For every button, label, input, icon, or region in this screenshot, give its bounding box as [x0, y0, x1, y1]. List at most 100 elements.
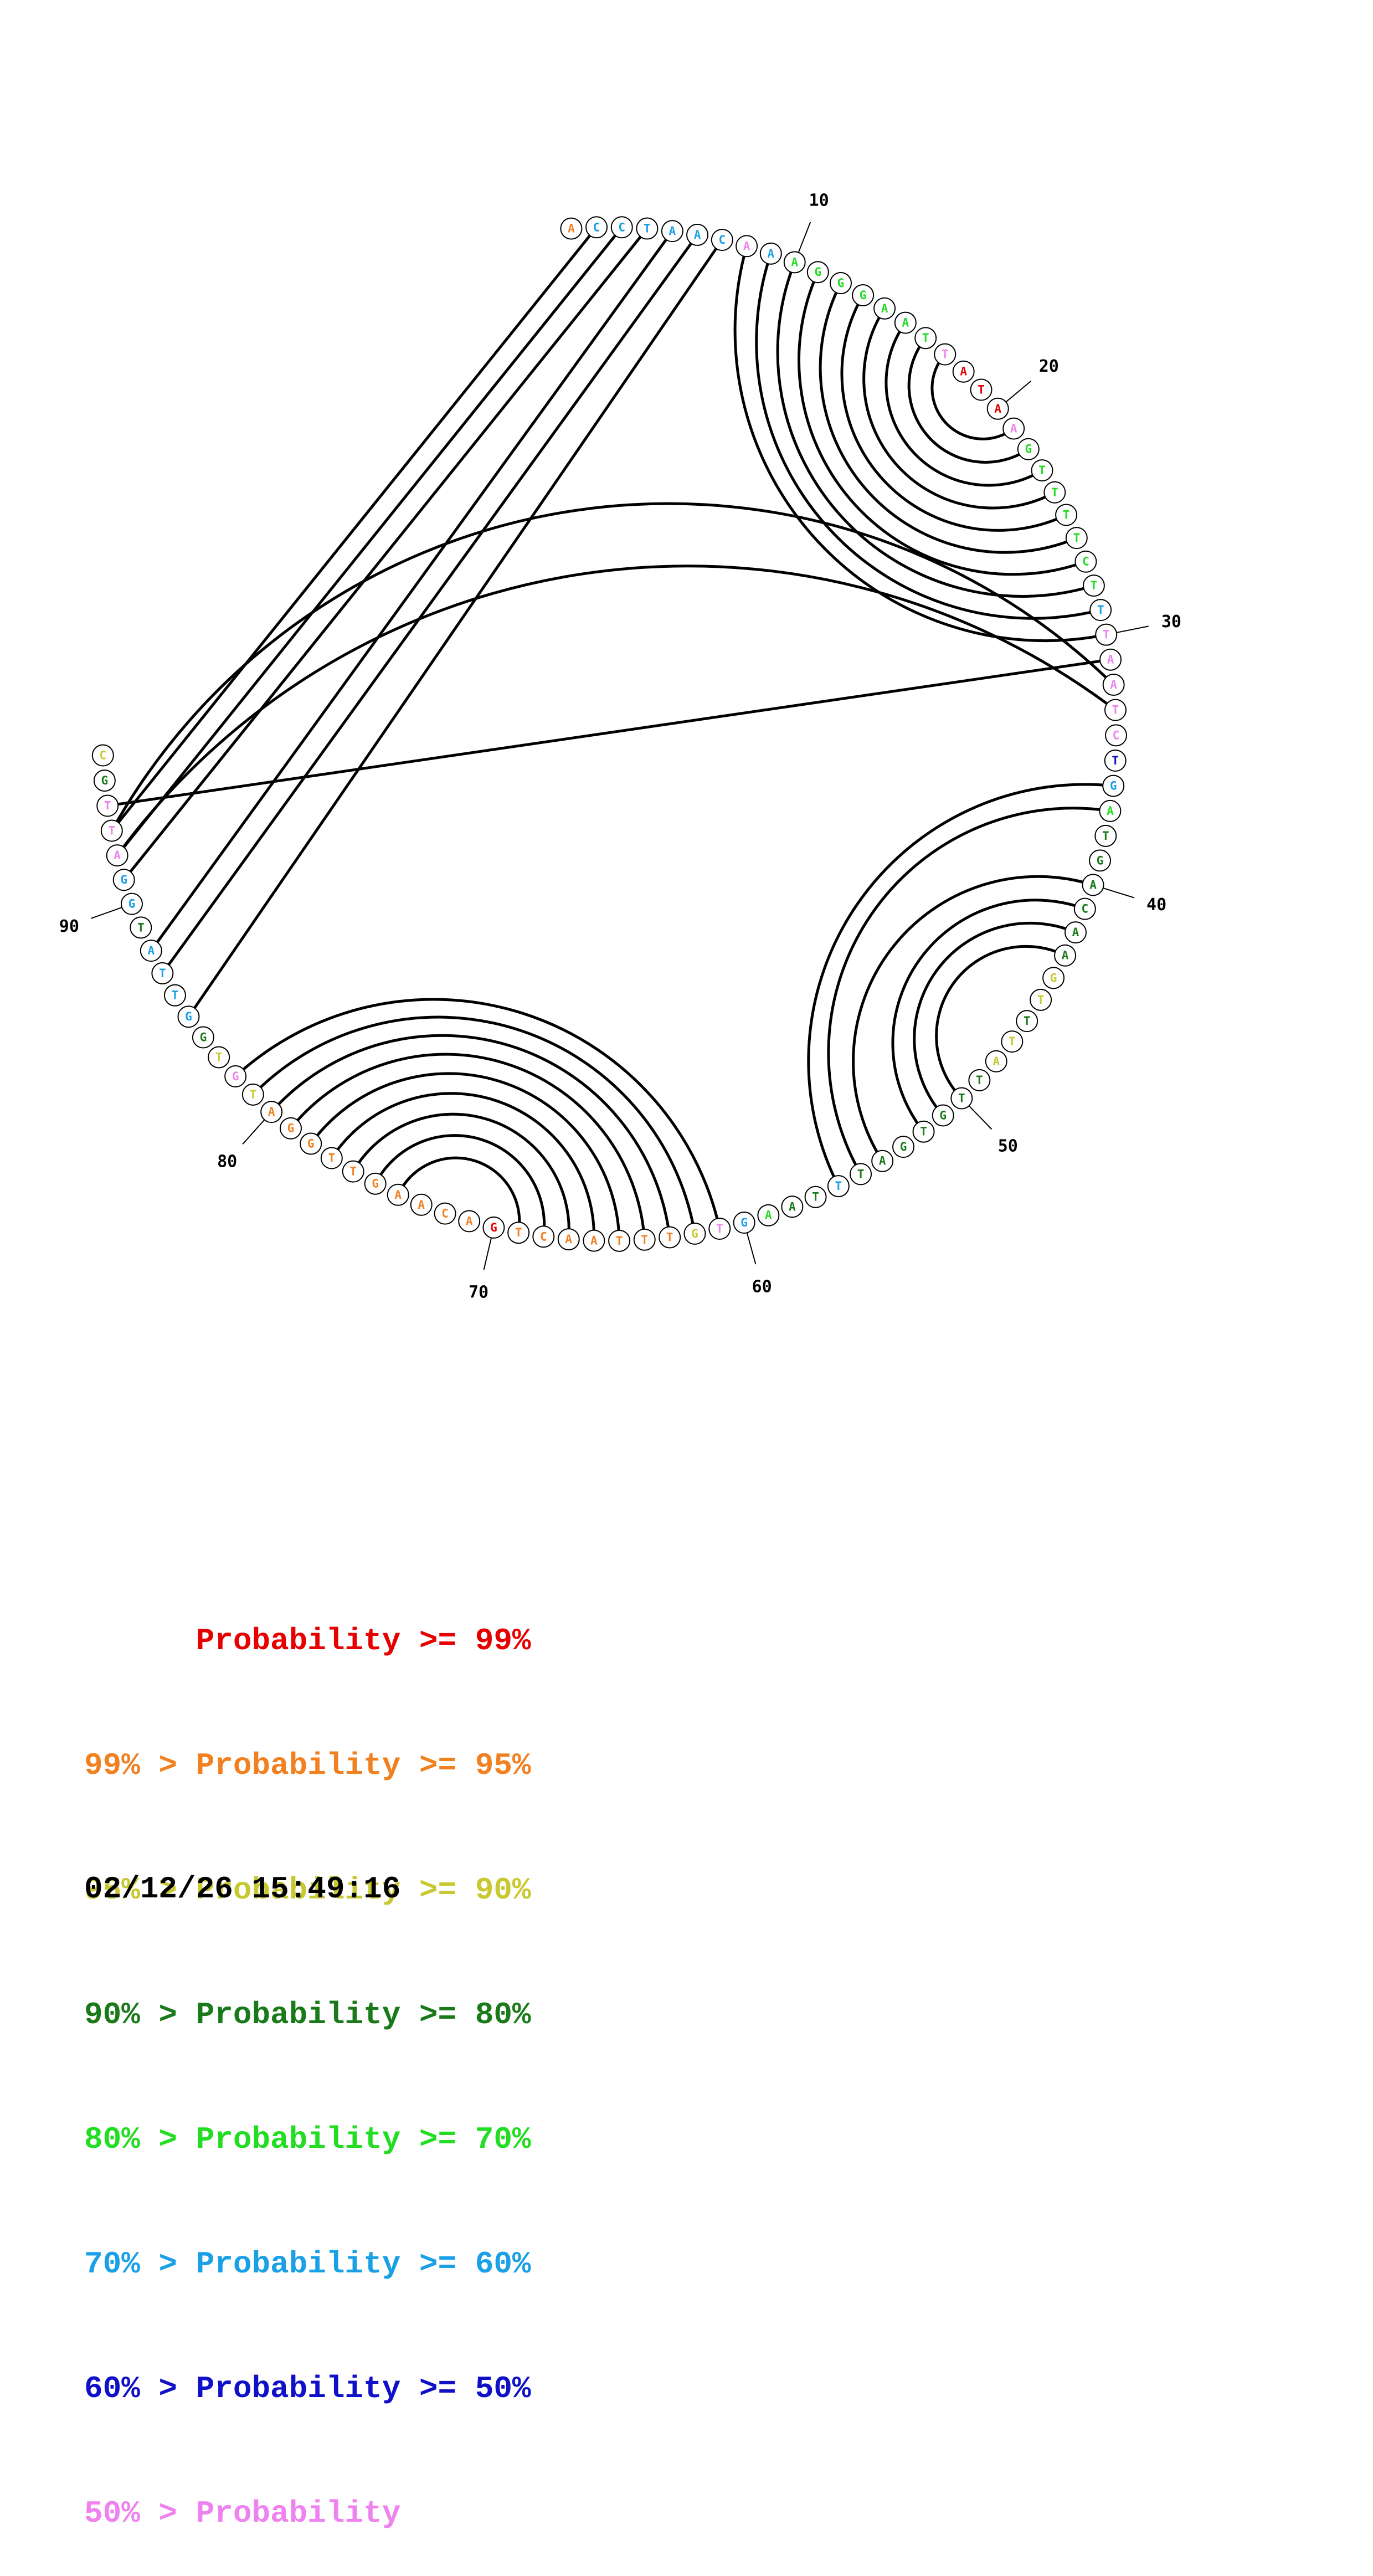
tick-label-10: 10	[809, 191, 829, 211]
nucleotide-circle	[112, 869, 135, 891]
nucleotide-letter: A	[669, 224, 676, 238]
nucleotide-letter: T	[857, 1167, 865, 1181]
nucleotide-letter: A	[394, 1188, 402, 1202]
nucleotide-letter: A	[993, 1055, 1000, 1068]
nucleotide-23: T	[1031, 459, 1053, 482]
nucleotide-circle	[91, 744, 114, 767]
nucleotide-letter: T	[137, 921, 145, 934]
tick-line-20	[1005, 380, 1032, 403]
nucleotide-25: T	[1055, 504, 1078, 526]
nucleotide-letter: C	[540, 1230, 547, 1243]
nucleotide-letter: T	[958, 1092, 965, 1105]
nucleotide-85: G	[177, 1005, 200, 1028]
nucleotide-32: A	[1102, 674, 1125, 696]
nucleotide-letter: A	[418, 1198, 425, 1212]
nucleotide-26: T	[1065, 527, 1088, 550]
nucleotide-letter: A	[1107, 804, 1114, 818]
nucleotide-letter: T	[349, 1165, 357, 1178]
nucleotide-letter: T	[1091, 579, 1098, 592]
nucleotide-circle	[1002, 417, 1025, 440]
nucleotide-letter: T	[172, 989, 179, 1002]
nucleotide-circle	[686, 223, 709, 246]
nucleotide-circle	[1104, 750, 1127, 772]
nucleotide-48: A	[985, 1050, 1007, 1073]
nucleotide-letter: G	[741, 1216, 748, 1229]
nucleotide-50: T	[950, 1087, 973, 1110]
nucleotide-circle	[659, 1226, 681, 1249]
nucleotide-94: T	[96, 794, 119, 817]
nucleotide-letter: T	[1102, 829, 1109, 843]
nucleotide-circle	[1074, 550, 1097, 573]
nucleotide-3: C	[610, 216, 633, 239]
base-pair-arc-4-91	[122, 227, 649, 881]
nucleotide-circle	[260, 1101, 283, 1123]
nucleotide-letter: G	[939, 1109, 947, 1122]
tick-line-60	[746, 1233, 757, 1265]
nucleotide-circle	[733, 1211, 755, 1234]
nucleotide-47: T	[1001, 1030, 1024, 1053]
nucleotide-letter: T	[250, 1088, 257, 1101]
base-pair-arc-42-51	[913, 921, 1076, 1117]
nucleotide-38: T	[1094, 824, 1117, 847]
nucleotide-circle	[914, 327, 937, 350]
nucleotide-circle	[708, 1218, 731, 1240]
nucleotide-57: T	[804, 1186, 827, 1208]
nucleotide-circle	[1102, 674, 1125, 696]
base-pair-arc-62-81	[252, 1015, 696, 1234]
base-pair-arc-64-79	[290, 1053, 646, 1240]
legend-row-p60: 70% > Probability >= 60%	[84, 2246, 531, 2282]
nucleotide-36: G	[1102, 774, 1125, 797]
nucleotide-letter: G	[860, 289, 867, 302]
nucleotide-circle	[560, 217, 583, 240]
nucleotide-80: A	[260, 1101, 283, 1123]
nucleotide-78: G	[300, 1132, 322, 1155]
nucleotide-82: G	[224, 1065, 247, 1087]
nucleotide-circle	[892, 1136, 915, 1158]
probability-legend: Probability >= 99% 99% > Probability >= …	[84, 1537, 531, 2576]
nucleotide-circle	[458, 1210, 481, 1233]
nucleotide-circle	[532, 1225, 555, 1248]
nucleotide-circle	[1064, 921, 1087, 944]
nucleotide-44: G	[1042, 967, 1065, 989]
nucleotide-16: T	[914, 327, 937, 350]
base-pair-arc-9-29	[755, 253, 1101, 620]
nucleotide-letter: G	[120, 873, 127, 886]
nucleotide-circle	[850, 1163, 872, 1186]
nucleotide-71: A	[458, 1210, 481, 1233]
nucleotide-30: T	[1095, 623, 1118, 646]
nucleotide-circle	[585, 216, 608, 239]
base-pair-arc-63-80	[270, 1034, 671, 1238]
base-pair-arc-31-94	[107, 658, 1111, 807]
nucleotide-letter: A	[694, 228, 701, 242]
nucleotide-52: T	[912, 1120, 935, 1143]
nucleotide-5: A	[661, 220, 683, 243]
nucleotide-27: C	[1074, 550, 1097, 573]
nucleotide-circle	[1031, 459, 1053, 482]
nucleotide-letter: T	[1037, 993, 1045, 1007]
nucleotide-circle	[177, 1005, 200, 1028]
nucleotide-22: G	[1017, 438, 1040, 460]
nucleotide-letter: A	[147, 944, 155, 957]
nucleotide-circle	[387, 1183, 409, 1206]
nucleotide-letter: A	[565, 1233, 572, 1246]
nucleotide-circle	[757, 1204, 780, 1227]
nucleotide-60: G	[733, 1211, 755, 1234]
nucleotide-17: T	[934, 343, 957, 366]
nucleotide-letter: A	[1107, 653, 1114, 666]
nucleotide-letter: G	[287, 1122, 295, 1135]
nucleotide-letter: A	[590, 1234, 598, 1248]
nucleotide-letter: T	[812, 1190, 819, 1204]
nucleotide-63: T	[659, 1226, 681, 1249]
nucleotide-circle	[364, 1172, 387, 1195]
nucleotide-circle	[100, 819, 123, 842]
nucleotide-letter: C	[441, 1207, 449, 1220]
nucleotide-letter: G	[837, 276, 845, 290]
nucleotide-88: A	[140, 940, 162, 962]
base-pair-arc-6-87	[161, 234, 699, 974]
nucleotide-letter: A	[765, 1209, 772, 1222]
nucleotide-letter: T	[1009, 1035, 1016, 1048]
nucleotide-circle	[894, 311, 917, 334]
nucleotide-circle	[759, 242, 782, 265]
nucleotide-letter: C	[1113, 728, 1120, 742]
